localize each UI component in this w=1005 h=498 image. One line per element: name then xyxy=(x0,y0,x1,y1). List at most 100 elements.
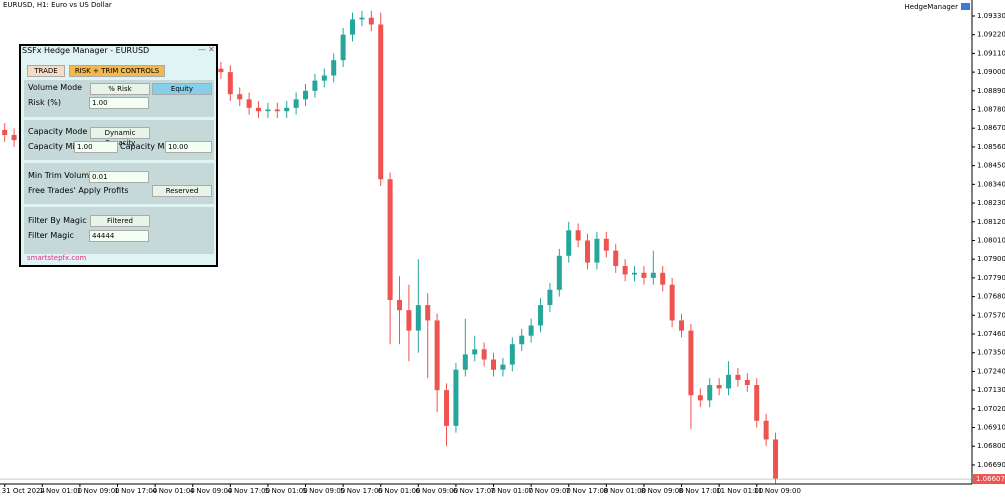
candle-body xyxy=(707,385,713,401)
label: Filter By Magic xyxy=(28,216,87,225)
x-tick-label: 5 Nov 01:00 xyxy=(265,487,308,495)
candle-body xyxy=(444,390,450,426)
footer-link[interactable]: smartstepfx.com xyxy=(27,254,87,262)
candle-body xyxy=(331,60,337,76)
y-tick-label: 1.08120 xyxy=(977,218,1005,226)
candle-body xyxy=(256,107,262,112)
x-tick-label: 11 Nov 09:00 xyxy=(754,487,801,495)
y-tick-label: 1.09110 xyxy=(977,49,1005,57)
last-price-box xyxy=(973,474,1005,485)
x-tick-label: 4 Nov 09:00 xyxy=(190,487,233,495)
y-tick-label: 1.07350 xyxy=(977,349,1005,357)
candle-body xyxy=(763,420,769,440)
candle-body xyxy=(293,99,299,108)
x-tick-label: 6 Nov 17:00 xyxy=(453,487,496,495)
candle-body xyxy=(622,265,628,275)
candle-body xyxy=(603,238,609,251)
x-tick-label: 31 Oct 2024 xyxy=(2,487,46,495)
label: Volume Mode xyxy=(28,83,83,92)
candle-body xyxy=(368,17,374,25)
candle-body xyxy=(265,109,271,112)
label: Capacity Max xyxy=(120,142,175,151)
label: Min Trim Volume xyxy=(28,171,95,180)
candle-body xyxy=(378,24,384,180)
input[interactable]: 10.00 xyxy=(165,141,212,153)
y-tick-label: 1.07240 xyxy=(977,367,1005,375)
y-tick-label: 1.07570 xyxy=(977,311,1005,319)
candle-body xyxy=(359,17,365,20)
input[interactable]: 1.00 xyxy=(74,141,118,153)
input[interactable]: 1.00 xyxy=(89,97,149,109)
label: Risk (%) xyxy=(28,98,61,107)
y-tick-label: 1.08010 xyxy=(977,236,1005,244)
separator xyxy=(24,117,214,120)
minimize-button[interactable]: — xyxy=(198,45,206,54)
candle-body xyxy=(284,107,290,112)
y-tick-label: 1.06800 xyxy=(977,442,1005,450)
y-tick-label: 1.08560 xyxy=(977,143,1005,151)
candle-body xyxy=(312,80,318,91)
expert-icon xyxy=(961,3,970,10)
candle-body xyxy=(547,289,553,306)
candle-body xyxy=(481,349,487,360)
candle-body xyxy=(735,374,741,380)
candle-body xyxy=(773,439,779,479)
option-equity[interactable]: Equity xyxy=(152,83,212,95)
x-tick-label: 4 Nov 01:00 xyxy=(152,487,195,495)
label: Capacity Min xyxy=(28,142,80,151)
option-risk[interactable]: % Risk xyxy=(90,83,150,95)
separator xyxy=(24,204,214,207)
candle-body xyxy=(566,230,572,256)
candle-body xyxy=(575,230,581,241)
candle-body xyxy=(462,354,468,370)
candle-body xyxy=(519,335,525,345)
candle-body xyxy=(669,284,675,321)
input[interactable]: 0.01 xyxy=(89,171,149,183)
y-tick-label: 1.06910 xyxy=(977,424,1005,432)
y-tick-label: 1.06690 xyxy=(977,461,1005,469)
candle-body xyxy=(303,90,309,100)
close-button[interactable]: ✕ xyxy=(208,45,215,54)
candle-body xyxy=(491,359,497,370)
y-tick-label: 1.07900 xyxy=(977,255,1005,263)
label: Capacity Mode xyxy=(28,127,88,136)
y-tick-label: 1.07130 xyxy=(977,386,1005,394)
candle-body xyxy=(585,240,591,263)
x-tick-label: 8 Nov 01:00 xyxy=(603,487,646,495)
input[interactable]: 44444 xyxy=(89,230,149,242)
candle-body xyxy=(528,325,534,336)
candle-body xyxy=(218,68,224,73)
toggle[interactable]: Filtered xyxy=(90,215,150,227)
y-tick-label: 1.08890 xyxy=(977,87,1005,95)
candle-body xyxy=(726,374,732,389)
label: Free Trades' Apply Profits xyxy=(28,186,129,195)
dropdown[interactable]: Dynamic Capacity xyxy=(90,127,150,147)
candle-body xyxy=(744,379,750,386)
tab-trade[interactable]: TRADE xyxy=(27,65,65,77)
candle-body xyxy=(538,305,544,326)
candle-body xyxy=(632,272,638,275)
candle-body xyxy=(509,344,515,365)
candle-body xyxy=(274,109,280,112)
candle-body xyxy=(425,305,431,321)
x-tick-label: 1 Nov 01:00 xyxy=(39,487,82,495)
y-tick-label: 1.07790 xyxy=(977,274,1005,282)
tab-risk[interactable]: RISK + TRIM CONTROLS xyxy=(69,65,165,77)
symbol-info: EURUSD, H1: Euro vs US Dollar xyxy=(3,1,112,9)
candle-body xyxy=(321,75,327,81)
y-tick-label: 1.07020 xyxy=(977,405,1005,413)
candle-body xyxy=(387,179,393,300)
candle-body xyxy=(679,320,685,331)
y-tick-label: 1.07460 xyxy=(977,330,1005,338)
candle-body xyxy=(2,129,8,136)
candle-body xyxy=(500,364,506,370)
toggle[interactable]: Reserved xyxy=(152,185,212,197)
x-tick-label: 7 Nov 09:00 xyxy=(528,487,571,495)
candle-body xyxy=(697,395,703,401)
y-tick-label: 1.08450 xyxy=(977,162,1005,170)
candle-body xyxy=(716,385,722,389)
y-tick-label: 1.07680 xyxy=(977,293,1005,301)
expert-name: HedgeManager xyxy=(905,3,959,11)
x-tick-label: 7 Nov 17:00 xyxy=(566,487,609,495)
